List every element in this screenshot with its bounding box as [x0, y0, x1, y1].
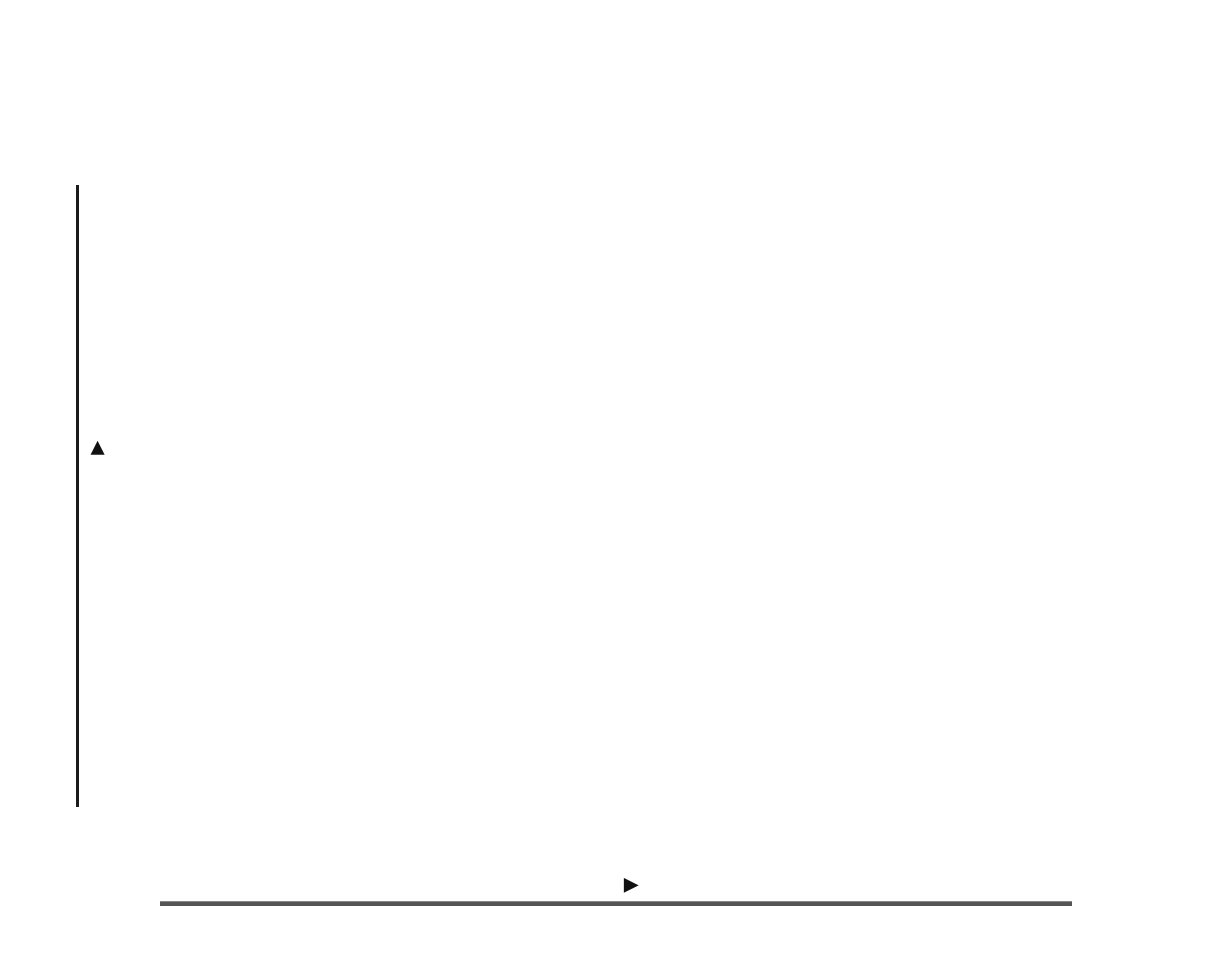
bottom-margin-rule — [160, 901, 1072, 906]
right-arrow-icon: ▶ — [624, 874, 638, 894]
left-margin-rule — [76, 185, 79, 807]
up-arrow-icon: ▶ — [87, 441, 106, 455]
x-axis-title: ▶ — [592, 874, 638, 895]
y-axis-title: ▶ — [87, 441, 107, 468]
